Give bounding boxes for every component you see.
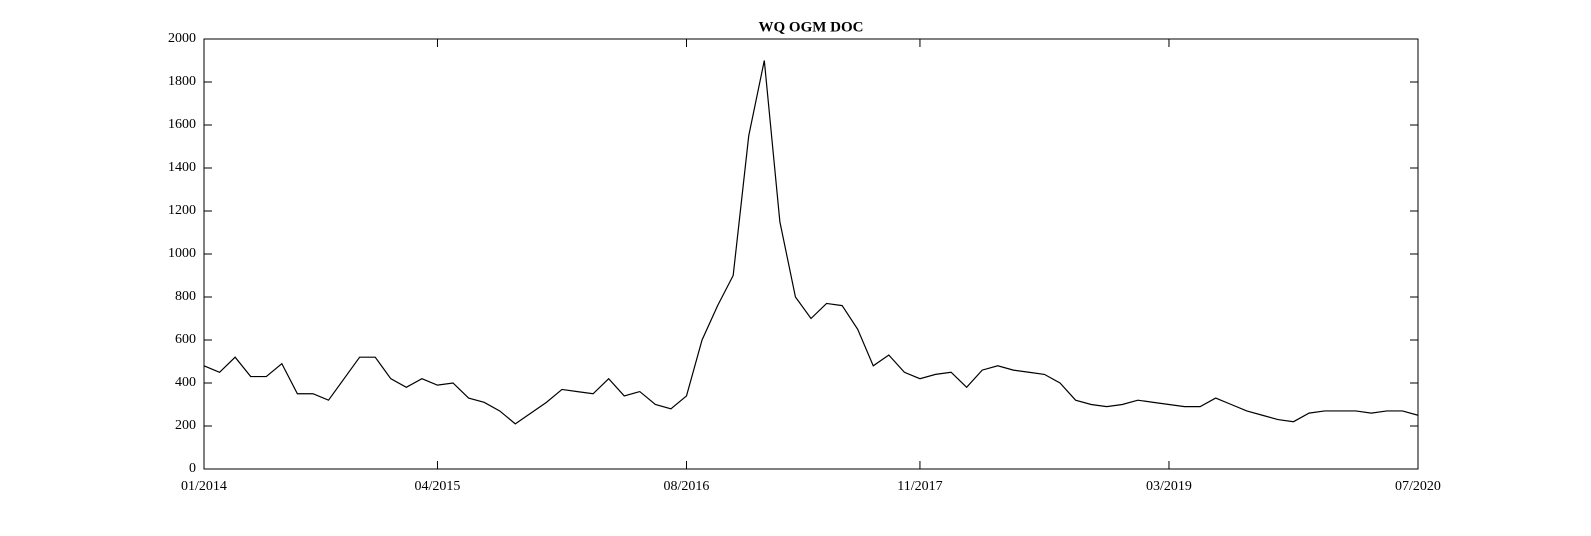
plot-frame — [203, 38, 1419, 470]
y-tick-label: 1400 — [168, 160, 196, 175]
x-tick-label: 11/2017 — [897, 479, 942, 494]
y-tick-label: 800 — [175, 289, 196, 304]
y-tick-label: 1600 — [168, 117, 196, 132]
y-tick-label: 600 — [175, 332, 196, 347]
x-tick-label: 07/2020 — [1395, 479, 1441, 494]
chart-title: WQ OGM DOC — [759, 19, 864, 35]
y-tick-label: 1200 — [168, 203, 196, 218]
data-line — [203, 60, 1419, 425]
y-tick-label: 0 — [189, 461, 196, 476]
y-tick-label: 1000 — [168, 246, 196, 261]
x-tick-label: 08/2016 — [664, 479, 710, 494]
y-tick-label: 200 — [175, 418, 196, 433]
y-tick-label: 1800 — [168, 74, 196, 89]
y-tick-label: 2000 — [168, 31, 196, 46]
x-tick-label: 03/2019 — [1146, 479, 1192, 494]
x-tick-label: 04/2015 — [415, 479, 461, 494]
y-tick-label: 400 — [175, 375, 196, 390]
x-tick-label: 01/2014 — [181, 479, 227, 494]
